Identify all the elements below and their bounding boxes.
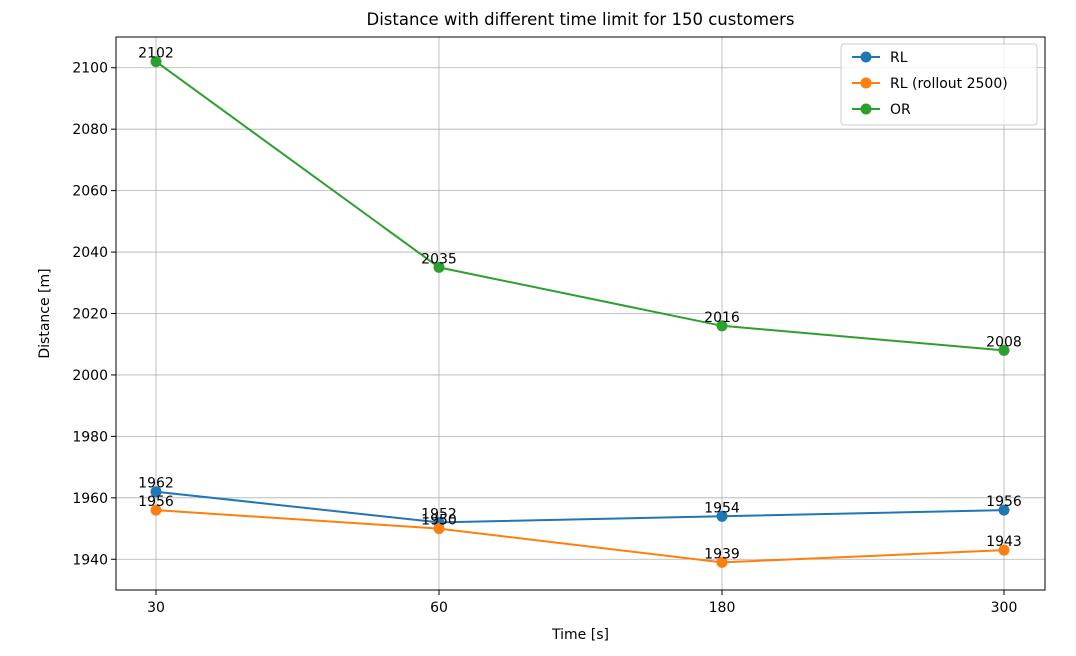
legend-label: OR [890, 102, 911, 118]
series-1 [150, 504, 1010, 568]
data-point [716, 320, 728, 332]
x-tick-label: 60 [430, 600, 448, 616]
legend-entry: RL (rollout 2500) [852, 76, 1008, 92]
series-layer [150, 56, 1010, 568]
legend-label: RL (rollout 2500) [890, 76, 1008, 92]
data-point [716, 510, 728, 522]
x-tick-label: 30 [147, 600, 165, 616]
data-label: 2035 [421, 251, 457, 267]
legend-box [840, 43, 1038, 126]
x-axis-ticks: 30 60 180 300 [147, 590, 1017, 616]
y-tick-label: 2080 [72, 122, 108, 138]
data-label: 1962 [138, 476, 174, 492]
y-tick-label: 1980 [72, 429, 108, 445]
data-label: 1956 [986, 494, 1022, 510]
y-tick-label: 2100 [72, 61, 108, 77]
legend-marker [860, 51, 872, 63]
y-tick-label: 2020 [72, 307, 108, 323]
legend-label: RL [890, 50, 908, 66]
data-label: 1952 [421, 506, 457, 522]
legend-marker [860, 103, 872, 115]
data-point [150, 486, 162, 498]
legend: RL RL (rollout 2500) OR [840, 43, 1038, 126]
y-tick-label: 2060 [72, 184, 108, 200]
data-point [150, 56, 162, 68]
series-line [155, 509, 1005, 564]
legend-entry: RL [852, 50, 908, 66]
y-tick-label: 2000 [72, 368, 108, 384]
data-label: 2008 [986, 334, 1022, 350]
series-2 [150, 56, 1010, 356]
x-tick-label: 180 [709, 600, 736, 616]
data-point [433, 523, 445, 535]
legend-entry: OR [852, 102, 911, 118]
data-labels: 1962 1952 1954 1956 1956 1950 1939 1943 2102 2035… [138, 46, 1022, 563]
y-tick-label: 1960 [72, 491, 108, 507]
data-label: 2102 [138, 46, 174, 62]
chart-title: Distance with different time limit for 1… [367, 10, 795, 29]
y-axis-label: Distance [m] [37, 268, 53, 358]
x-tick-label: 300 [991, 600, 1018, 616]
data-label: 1954 [704, 500, 740, 516]
y-axis-ticks: 1940 1960 1980 2000 2020 2040 2060 2080 2100 [72, 61, 116, 568]
data-point [150, 504, 162, 516]
series-line [155, 490, 1005, 524]
data-label: 1950 [421, 513, 457, 529]
data-point [998, 544, 1010, 556]
data-label: 2016 [704, 310, 740, 326]
legend-marker [860, 77, 872, 89]
data-label: 1956 [138, 494, 174, 510]
series-line [155, 60, 1005, 352]
data-point [998, 344, 1010, 356]
grid [116, 37, 1045, 590]
data-label: 1939 [704, 546, 740, 562]
data-point [433, 261, 445, 273]
data-label: 1943 [986, 534, 1022, 550]
y-tick-label: 1940 [72, 552, 108, 568]
data-point [716, 556, 728, 568]
data-point [998, 504, 1010, 516]
y-tick-label: 2040 [72, 245, 108, 261]
x-axis-label: Time [s] [551, 627, 609, 643]
